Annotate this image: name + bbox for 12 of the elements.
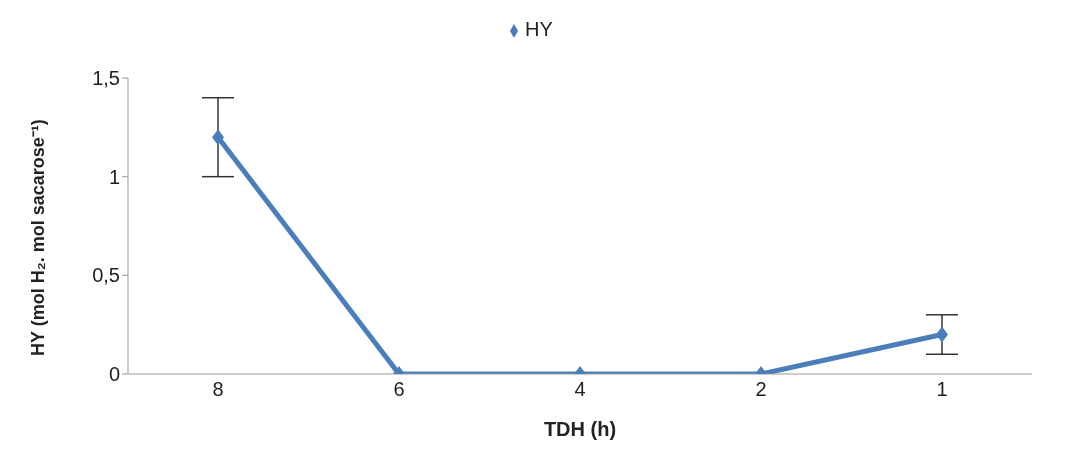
y-tick-label: 0	[108, 363, 120, 386]
y-tick-label: 1	[108, 165, 120, 188]
x-axis-title: TDH (h)	[543, 418, 617, 441]
legend-label: HY	[525, 18, 553, 40]
x-tick-label: 6	[393, 378, 405, 401]
x-tick-label: 1	[936, 378, 948, 401]
x-tick-label: 4	[574, 378, 586, 401]
y-axis-title: HY (mol H₂. mol sacarose⁻¹)	[28, 119, 49, 356]
x-tick-label: 2	[755, 378, 767, 401]
y-tick-label: 0,5	[92, 264, 120, 287]
y-tick-label: 1,5	[92, 67, 120, 90]
x-tick-label: 8	[212, 378, 224, 401]
